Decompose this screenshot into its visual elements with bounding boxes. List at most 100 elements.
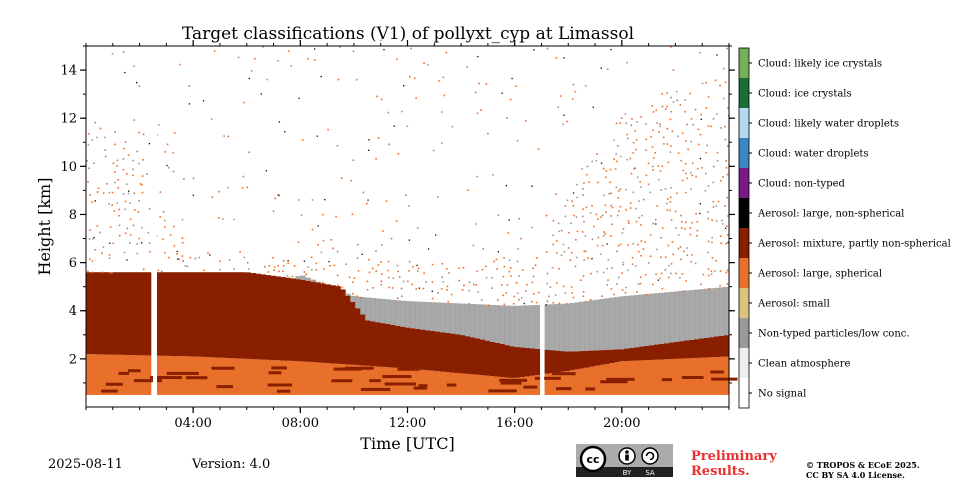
speckle-cell <box>248 151 250 154</box>
speckle-cell <box>667 161 670 164</box>
aerosol-large-spherical-cell <box>549 373 556 395</box>
speckle-cell <box>493 260 495 263</box>
speckle-cell <box>416 270 419 272</box>
aerosol-large-nonspherical-cell <box>136 81 138 84</box>
aerosol-mixture-streak <box>360 387 391 391</box>
speckle-cell <box>491 287 493 289</box>
aerosol-mixture-streak <box>600 380 628 384</box>
aerosol-mixture-cell <box>579 351 585 369</box>
aerosol-mixture-cell <box>444 332 451 373</box>
speckle-cell <box>638 216 640 219</box>
speckle-cell <box>588 181 590 184</box>
speckle-cell <box>118 208 120 211</box>
aerosol-large-spherical-cell <box>400 368 406 395</box>
aerosol-mixture-streak <box>105 382 123 386</box>
speckle-cell <box>622 261 625 264</box>
speckle-cell <box>669 151 672 153</box>
aerosol-mixture-streak <box>276 389 291 393</box>
aerosol-large-spherical-cell <box>589 366 595 395</box>
non-typed-particles-cell <box>380 298 386 324</box>
speckle-cell <box>719 284 721 287</box>
aerosol-mixture-cell <box>105 272 112 355</box>
non-typed-particles-cell <box>464 303 471 337</box>
speckle-cell <box>707 125 710 127</box>
aerosol-large-spherical-cell <box>215 357 222 395</box>
aerosol-large-spherical-cell <box>654 359 660 395</box>
speckle-cell <box>401 295 403 298</box>
aerosol-mixture-cell <box>290 278 296 361</box>
speckle-cell <box>660 236 662 239</box>
speckle-cell <box>722 97 725 100</box>
speckle-cell <box>666 105 668 108</box>
non-typed-particles-cell <box>689 290 695 340</box>
non-typed-particles-cell <box>534 304 541 349</box>
speckle-cell <box>682 290 684 293</box>
speckle-cell <box>537 148 540 151</box>
speckle-cell <box>468 281 471 284</box>
speckle-cell <box>132 174 134 177</box>
speckle-cell <box>113 210 116 212</box>
aerosol-mixture-cell <box>155 272 162 356</box>
speckle-cell <box>586 165 589 168</box>
speckle-cell <box>719 235 722 237</box>
speckle-cell <box>591 238 594 241</box>
aerosol-large-spherical-cell <box>554 372 561 395</box>
speckle-cell <box>138 237 140 240</box>
speckle-cell <box>596 244 599 247</box>
aerosol-large-spherical-cell <box>355 365 361 395</box>
aerosol-mixture-streak <box>606 377 635 381</box>
non-typed-particles-cell <box>554 304 561 351</box>
speckle-cell <box>601 214 604 217</box>
aerosol-mixture-cell <box>634 347 640 361</box>
speckle-cell <box>677 234 680 236</box>
speckle-cell <box>183 178 185 180</box>
aerosol-mixture-cell <box>305 280 311 362</box>
speckle-cell <box>535 301 538 304</box>
speckle-cell <box>317 243 319 246</box>
non-typed-particles-cell <box>400 300 406 327</box>
speckle-cell <box>458 267 460 270</box>
speckle-cell <box>515 85 517 87</box>
speckle-cell <box>278 270 280 273</box>
aerosol-mixture-cell <box>230 272 237 359</box>
preliminary-results-notice: Preliminary Results. <box>691 449 777 479</box>
attribution-icon-head <box>625 450 629 454</box>
non-typed-particles-cell <box>295 276 301 280</box>
speckle-cell <box>670 263 673 265</box>
aerosol-large-spherical-cell <box>330 363 336 395</box>
aerosol-large-spherical-cell <box>459 373 466 395</box>
speckle-cell <box>627 269 629 272</box>
speckle-cell <box>446 289 448 291</box>
aerosol-large-spherical-cell <box>424 370 431 395</box>
aerosol-mixture-cell <box>409 328 416 369</box>
speckle-cell <box>101 252 103 254</box>
speckle-cell <box>626 137 629 140</box>
speckle-cell <box>91 260 94 263</box>
speckle-cell <box>724 81 727 84</box>
speckle-cell <box>537 291 540 294</box>
non-typed-particles-cell <box>529 305 536 349</box>
non-typed-particles-cell <box>494 305 501 343</box>
speckle-cell <box>287 50 290 52</box>
speckle-cell <box>657 165 660 167</box>
speckle-cell <box>506 117 509 119</box>
non-typed-particles-cell <box>639 294 645 347</box>
aerosol-mixture-cell <box>225 272 232 359</box>
speckle-cell <box>722 223 724 225</box>
speckle-cell <box>662 136 665 139</box>
non-typed-particles-cell <box>469 304 476 338</box>
speckle-cell <box>531 300 533 303</box>
non-typed-particles-cell <box>624 295 630 349</box>
speckle-cell <box>651 105 653 107</box>
speckle-cell <box>441 262 444 265</box>
aerosol-mixture-streak <box>185 376 208 380</box>
colorbar-swatch <box>739 48 749 78</box>
speckle-cell <box>562 243 565 246</box>
speckle-cell <box>635 148 637 151</box>
aerosol-large-nonspherical-cell <box>655 223 657 225</box>
aerosol-large-spherical-cell <box>644 360 650 395</box>
speckle-cell <box>194 257 197 260</box>
aerosol-large-nonspherical-cell <box>408 239 411 241</box>
speckle-cell <box>398 276 401 278</box>
speckle-cell <box>431 281 434 283</box>
